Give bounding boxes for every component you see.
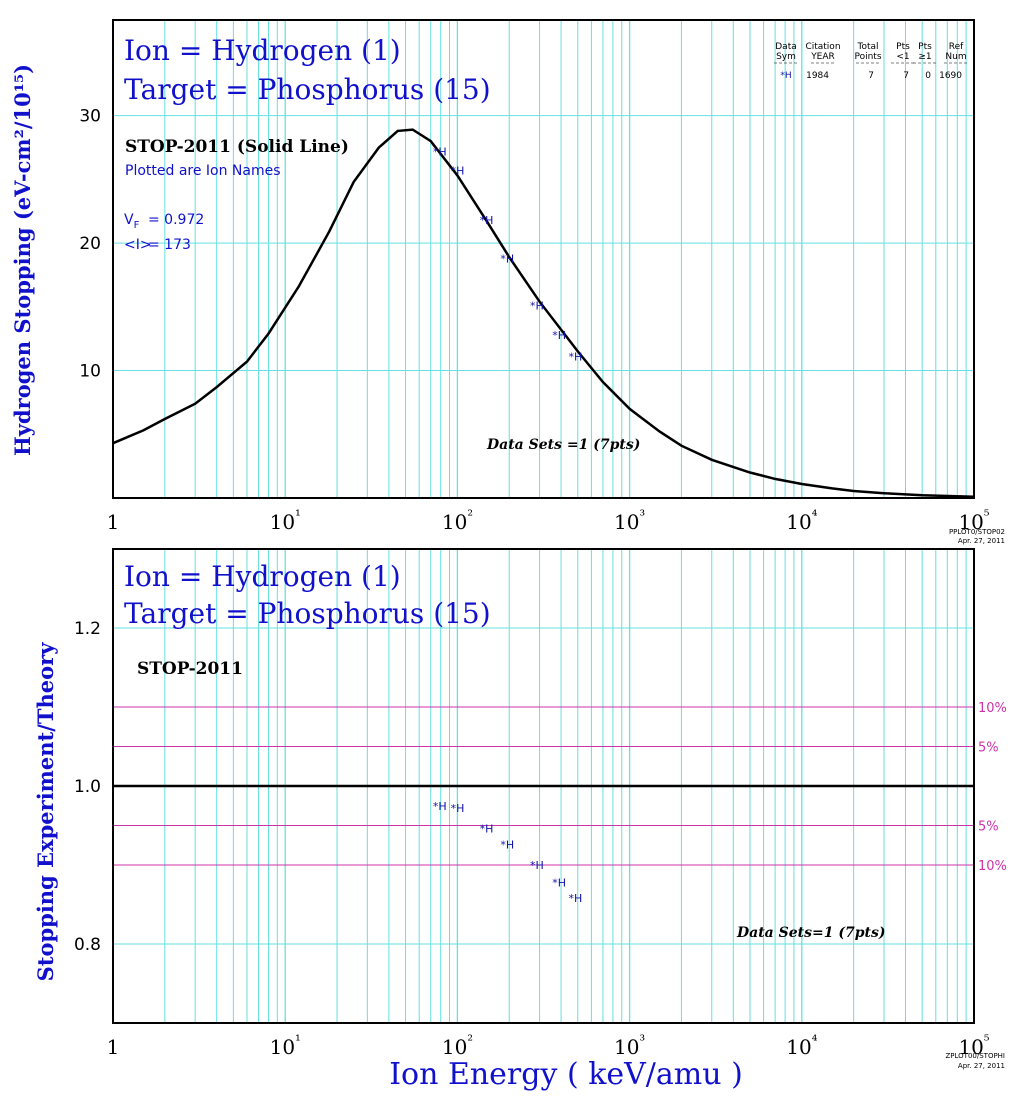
percent-band-label: 10%	[978, 701, 1007, 716]
x-tick-label: 10⁴	[786, 508, 817, 534]
percent-band-label: 5%	[978, 820, 999, 835]
panel1-corner-date: Apr. 27, 2011	[958, 537, 1005, 545]
panel1-x-tick-labels: 1 10¹ 10² 10³ 10⁴ 10⁵	[107, 508, 990, 534]
panel1-grid	[113, 20, 974, 498]
table-header: Num	[945, 52, 966, 62]
x-tick-label: 10⁴	[786, 1033, 817, 1059]
x-tick-label: 10¹	[270, 508, 301, 534]
table-cell: 1690	[939, 71, 962, 81]
x-tick-label: 1	[107, 510, 120, 534]
data-point-marker: *H	[569, 892, 583, 905]
vf-label: VF	[124, 212, 140, 231]
data-point-marker: *H	[552, 329, 566, 342]
table-header: Citation	[805, 42, 840, 52]
data-point-marker: *H	[451, 164, 465, 177]
x-axis-label: Ion Energy ( keV/amu )	[389, 1057, 743, 1092]
table-header: Sym	[776, 52, 796, 62]
x-tick-label: 10⁵	[958, 1033, 989, 1059]
data-point-marker: *H	[500, 838, 514, 851]
table-cell: 0	[925, 71, 931, 81]
table-header: Points	[854, 52, 881, 62]
data-point-marker: *H	[433, 800, 447, 813]
x-tick-label: 10²	[442, 1033, 473, 1059]
data-point-marker: *H	[552, 876, 566, 889]
table-header: Ref	[949, 42, 964, 52]
band-labels: 10% 5% 5% 10%	[978, 701, 1007, 874]
x-tick-label: 10²	[442, 508, 473, 534]
table-header: <1	[896, 52, 909, 62]
panel2-y-axis-label: Stopping Experiment/Theory	[33, 642, 58, 982]
panel2-corner-date: Apr. 27, 2011	[958, 1062, 1005, 1070]
mean-i-label: <I>	[124, 237, 152, 253]
panel1-plotted-note: Plotted are Ion Names	[125, 163, 281, 179]
vf-value: = 0.972	[148, 212, 204, 228]
panel2-y-tick-labels: 0.8 1.0 1.2	[74, 619, 101, 955]
panel2-frame	[112, 548, 975, 1024]
table-header: Pts	[896, 42, 910, 52]
panel2-x-tick-labels: 1 10¹ 10² 10³ 10⁴ 10⁵	[107, 1033, 990, 1059]
panel1-datasets-note: Data Sets =1 (7pts)	[486, 437, 640, 453]
x-tick-label: 10³	[614, 1033, 645, 1059]
panel1-title-line1: Ion = Hydrogen (1)	[124, 34, 401, 67]
table-header: Pts	[918, 42, 932, 52]
ratio-panel: *H *H*H*H*H*H*H 0.81.01.2 1 10¹ 10² 10³ 10⁴ 10…	[33, 548, 1007, 1070]
table-cell: 7	[868, 71, 874, 81]
data-point-marker: *H	[530, 859, 544, 872]
table-header: ≥1	[918, 52, 931, 62]
table-header: Data	[775, 42, 797, 52]
panel1-title-line2: Target = Phosphorus (15)	[124, 73, 491, 106]
mean-i-value: = 173	[148, 237, 191, 253]
panel1-y-axis-label: Hydrogen Stopping (eV-cm²/10¹⁵)	[10, 64, 35, 456]
panel1-data-points: *H*H*H*H*H*H*H	[433, 145, 582, 363]
data-point-marker: *H	[451, 802, 465, 815]
table-cell: *H	[780, 71, 791, 81]
panel2-theory-label: STOP-2011	[137, 659, 243, 679]
x-tick-label: 10¹	[270, 1033, 301, 1059]
data-point-marker: *H	[480, 823, 494, 836]
table-cell: 1984	[806, 71, 829, 81]
table-header: Total	[856, 42, 878, 52]
panel1-corner-code: PPLOT0/STOP02	[949, 528, 1005, 536]
data-point-marker: *H	[433, 145, 447, 158]
y-tick-label: 1.0	[74, 777, 101, 797]
y-tick-label: 1.2	[74, 619, 101, 639]
panel2-data-points: *H *H*H*H*H*H*H	[433, 800, 582, 905]
data-point-marker: *H	[500, 252, 514, 265]
y-tick-label: 30	[79, 107, 101, 127]
panel2-datasets-note: Data Sets=1 (7pts)	[736, 925, 885, 941]
percent-band-label: 10%	[978, 859, 1007, 874]
data-point-marker: *H	[530, 300, 544, 313]
y-tick-label: 20	[79, 234, 101, 254]
panel2-title-line2: Target = Phosphorus (15)	[124, 597, 491, 630]
data-point-marker: *H	[480, 214, 494, 227]
stopping-theory-curve	[112, 128, 975, 498]
table-header: YEAR	[810, 52, 835, 62]
x-tick-label: 10⁵	[958, 508, 989, 534]
panel2-title-line1: Ion = Hydrogen (1)	[124, 560, 401, 593]
panel1-frame	[112, 19, 975, 499]
panel2-corner-code: ZPLOT00/STOPHI	[946, 1052, 1006, 1060]
data-point-marker: *H	[569, 351, 583, 364]
table-cell: 7	[903, 71, 909, 81]
x-tick-label: 10³	[614, 508, 645, 534]
panel1-theory-label: STOP-2011 (Solid Line)	[125, 137, 349, 157]
percent-band-label: 5%	[978, 741, 999, 756]
panel1-y-tick-labels: 10 20 30	[79, 107, 101, 382]
percent-bands	[113, 706, 974, 866]
y-tick-label: 0.8	[74, 935, 101, 955]
x-tick-label: 1	[107, 1035, 120, 1059]
y-tick-label: 10	[79, 362, 101, 382]
